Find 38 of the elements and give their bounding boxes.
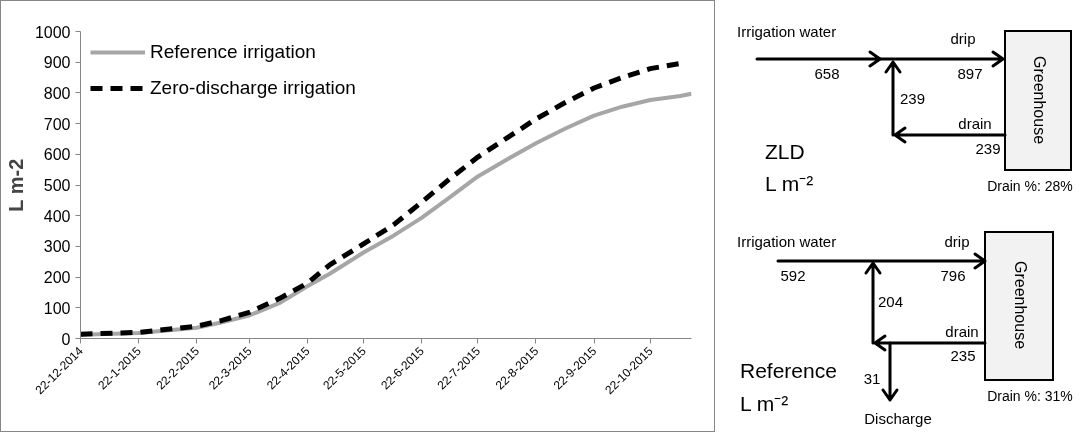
y-tick-label: 200 — [43, 269, 71, 287]
y-tick-label: 900 — [43, 54, 71, 72]
y-tick-label: 1000 — [34, 23, 71, 41]
text: Reference — [740, 358, 837, 382]
y-tick-label: 800 — [43, 84, 71, 102]
text: Greenhouse — [1011, 260, 1029, 350]
text: drip — [950, 29, 976, 47]
text: L m⁻² — [765, 171, 814, 195]
legend-label: Reference irrigation — [150, 41, 316, 63]
y-tick-label: 700 — [43, 115, 71, 133]
text: 897 — [957, 64, 983, 82]
legend-label: Zero-discharge irrigation — [150, 77, 356, 99]
y-axis-title: L m-2 — [4, 158, 27, 212]
text: 31 — [863, 369, 881, 387]
text: 796 — [940, 266, 966, 284]
y-tick-label: 100 — [43, 299, 71, 317]
text: L m⁻² — [740, 391, 789, 415]
text: 592 — [780, 266, 806, 284]
text: drain — [958, 114, 992, 132]
text: drip — [944, 232, 970, 250]
text: Discharge — [864, 409, 932, 427]
y-tick-label: 500 — [43, 177, 71, 194]
y-tick-label: 300 — [43, 238, 71, 256]
text: Greenhouse — [1030, 55, 1048, 145]
text: drain — [945, 322, 979, 340]
text: ZLD — [765, 139, 805, 163]
text: 239 — [975, 139, 1001, 157]
text: 204 — [878, 292, 904, 310]
text: Irrigation water — [737, 232, 837, 250]
text: Drain %: 28% — [987, 177, 1073, 194]
y-tick-label: 400 — [43, 207, 71, 225]
text: 235 — [950, 346, 976, 364]
text: 658 — [814, 64, 840, 82]
text: Irrigation water — [737, 22, 837, 40]
text: Drain %: 31% — [987, 387, 1073, 404]
y-tick-label: 0 — [61, 330, 71, 348]
text: 239 — [900, 89, 926, 107]
y-tick-label: 600 — [43, 146, 71, 164]
